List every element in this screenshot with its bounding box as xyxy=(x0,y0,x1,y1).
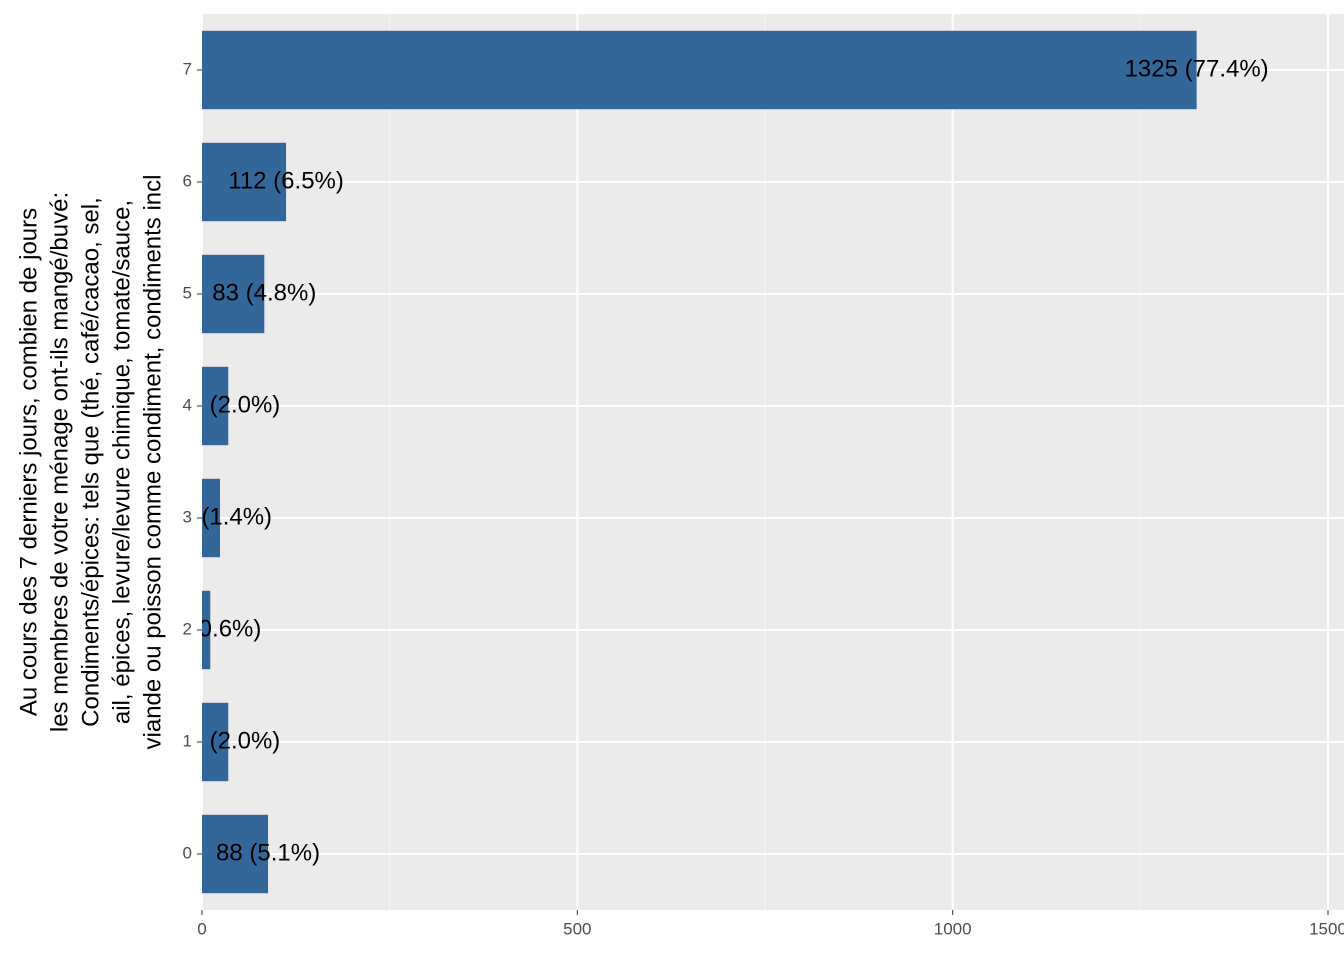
bar xyxy=(202,814,269,894)
bar xyxy=(202,30,1197,110)
y-tick-label: 4 xyxy=(183,395,192,414)
y-tick-label: 5 xyxy=(183,283,192,302)
bar xyxy=(202,478,221,558)
y-tick-label: 7 xyxy=(183,59,192,78)
value-label: 35 (2.0%) xyxy=(176,391,280,418)
y-tick-label: 3 xyxy=(183,507,192,526)
x-tick-label: 500 xyxy=(563,919,591,938)
bar xyxy=(202,254,265,334)
bar xyxy=(202,142,287,222)
x-tick-label: 1500 xyxy=(1309,919,1344,938)
y-axis-title-line: Condiments/épices: tels que (thé, café/c… xyxy=(77,197,104,727)
bar xyxy=(202,702,229,782)
value-label: 11 (0.6%) xyxy=(159,615,261,642)
y-axis-title-line: ail, épices, levure/levure chimique, tom… xyxy=(108,200,135,724)
y-tick-label: 6 xyxy=(183,171,192,190)
y-axis-title-line: viande ou poisson comme condiment, condi… xyxy=(139,175,166,750)
y-tick-label: 2 xyxy=(183,619,192,638)
value-label: 1325 (77.4%) xyxy=(1125,55,1269,82)
value-label: 112 (6.5%) xyxy=(228,167,344,194)
y-axis-title-line: Au cours des 7 derniers jours, combien d… xyxy=(15,208,42,716)
panel xyxy=(202,14,1344,910)
x-tick-label: 1000 xyxy=(934,919,972,938)
value-label: 24 (1.4%) xyxy=(168,503,272,530)
y-axis-title: Au cours des 7 derniers jours, combien d… xyxy=(15,175,166,750)
value-label: 35 (2.0%) xyxy=(176,727,280,754)
y-tick-label: 0 xyxy=(183,843,192,862)
bar xyxy=(202,366,229,446)
x-tick-label: 0 xyxy=(197,919,206,938)
bar xyxy=(202,590,211,670)
value-label: 88 (5.1%) xyxy=(216,839,320,866)
value-label: 83 (4.8%) xyxy=(212,279,316,306)
y-tick-label: 1 xyxy=(183,731,192,750)
y-axis-title-line: les membres de votre ménage ont-ils mang… xyxy=(46,192,73,732)
